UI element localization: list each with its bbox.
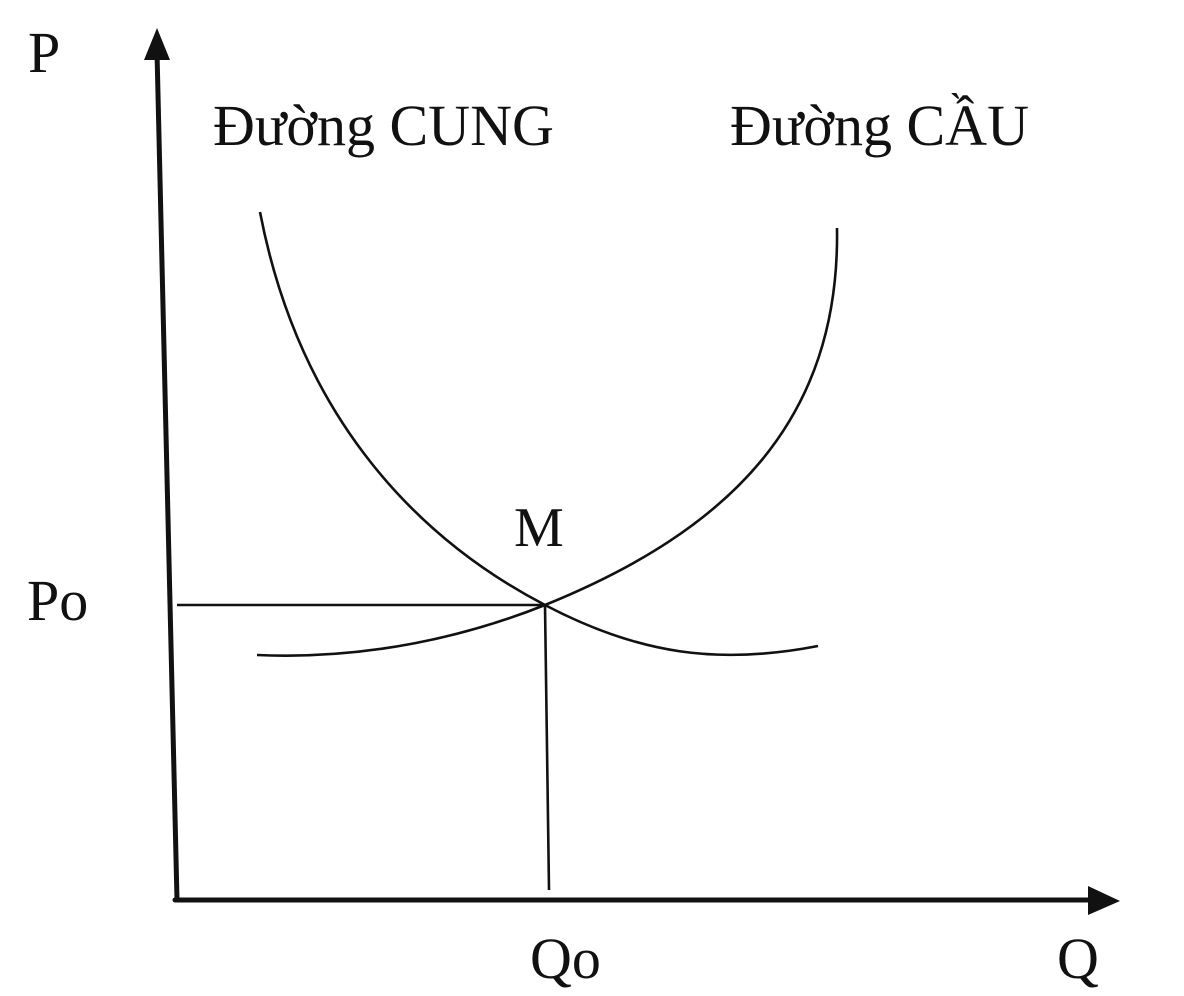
demand-curve-label: Đường CẦU xyxy=(730,93,1029,158)
ascending-curve xyxy=(256,227,839,657)
descending-curve xyxy=(258,211,819,657)
equilibrium-quantity-label: Qo xyxy=(530,926,601,991)
y-axis-label: P xyxy=(28,20,60,85)
equilibrium-point-label: M xyxy=(514,497,564,559)
quantity-guide-line xyxy=(543,604,551,891)
y-axis xyxy=(154,49,180,903)
x-axis-arrowhead xyxy=(1088,886,1120,915)
y-axis-arrowhead xyxy=(144,28,170,60)
equilibrium-price-label: Po xyxy=(27,568,88,633)
supply-curve-label: Đường CUNG xyxy=(213,93,554,158)
x-axis-label: Q xyxy=(1057,926,1099,991)
